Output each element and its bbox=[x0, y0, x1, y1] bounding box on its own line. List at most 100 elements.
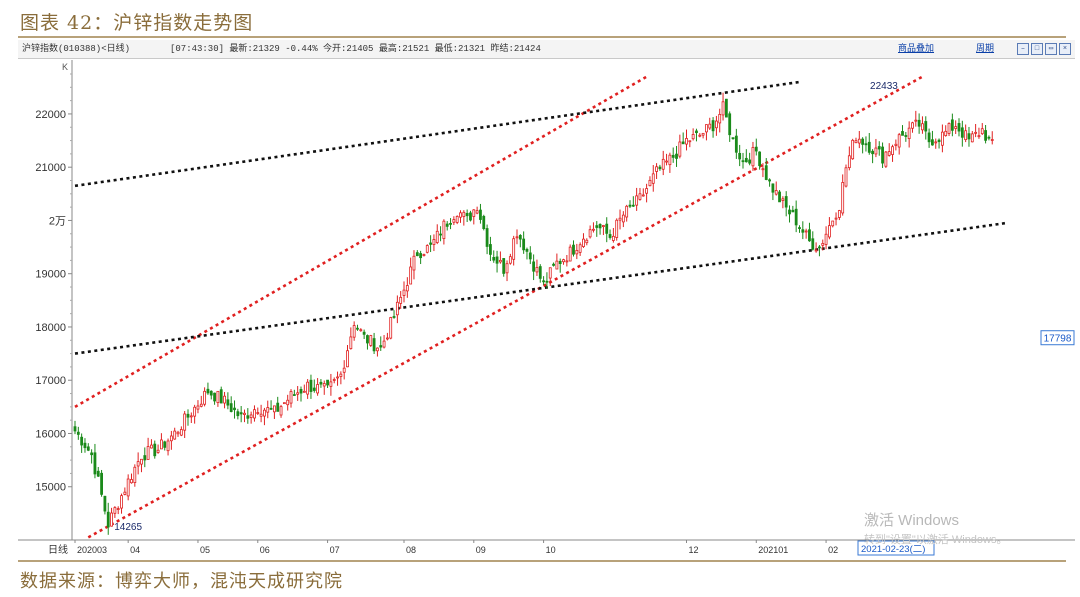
candle-body bbox=[482, 215, 486, 229]
y-tick-label: 18000 bbox=[35, 322, 66, 334]
candle-body bbox=[631, 204, 635, 207]
y-tick-label: 15000 bbox=[35, 482, 66, 494]
trend-line bbox=[74, 221, 1006, 355]
candle-body bbox=[907, 127, 911, 140]
candle-body bbox=[861, 138, 865, 145]
candle-body bbox=[572, 244, 575, 255]
candle-body bbox=[169, 435, 173, 442]
candle-body bbox=[346, 350, 349, 368]
candle-body bbox=[685, 138, 688, 145]
candle-body bbox=[744, 157, 748, 163]
candle-body bbox=[984, 130, 987, 141]
candle-body bbox=[382, 340, 386, 348]
candle-body bbox=[877, 146, 881, 150]
candle-body bbox=[495, 256, 499, 264]
candle-body bbox=[904, 135, 908, 137]
candles bbox=[73, 92, 994, 535]
candle-body bbox=[389, 317, 393, 339]
candle-body bbox=[914, 119, 918, 122]
candle-body bbox=[412, 255, 416, 271]
low-point-label: 14265 bbox=[114, 522, 142, 533]
close-icon[interactable]: × bbox=[1059, 43, 1071, 55]
candle-body bbox=[525, 248, 529, 252]
candle-body bbox=[505, 263, 509, 274]
candle-body bbox=[479, 209, 482, 220]
candle-body bbox=[163, 441, 167, 448]
candle-body bbox=[286, 399, 290, 406]
candle-body bbox=[532, 261, 536, 272]
period-button[interactable]: 周期 bbox=[976, 44, 995, 54]
candle-body bbox=[472, 209, 476, 217]
candle-body bbox=[166, 440, 170, 452]
candle-body bbox=[249, 414, 253, 419]
candle-body bbox=[967, 133, 971, 140]
candle-body bbox=[701, 132, 705, 136]
candle-body bbox=[485, 228, 489, 247]
candle-body bbox=[332, 379, 336, 381]
candle-body bbox=[924, 121, 928, 132]
candle-body bbox=[675, 153, 678, 159]
candle-body bbox=[296, 392, 300, 395]
quote-infobar: 沪锌指数(010388)<日线) [07:43:30] 最新:21329 -0.… bbox=[18, 40, 1075, 59]
candle-body bbox=[140, 458, 143, 465]
candle-body bbox=[738, 152, 742, 160]
candle-body bbox=[422, 254, 426, 256]
candle-body bbox=[658, 166, 662, 170]
candle-body bbox=[618, 217, 622, 221]
price-tag-box bbox=[1040, 330, 1075, 346]
x-tick-label: 10 bbox=[546, 545, 556, 555]
overlay-button[interactable]: 商品叠加 bbox=[898, 44, 935, 54]
candle-body bbox=[911, 122, 914, 129]
watermark-line2: 转到"设置"以激活 Windows。 bbox=[864, 532, 1008, 546]
candle-body bbox=[741, 160, 745, 163]
candle-body bbox=[385, 337, 389, 340]
candle-body bbox=[831, 220, 835, 227]
candle-body bbox=[243, 412, 246, 415]
candle-body bbox=[671, 154, 675, 158]
candle-body bbox=[901, 131, 904, 136]
candle-body bbox=[588, 229, 592, 238]
candle-body bbox=[538, 266, 542, 279]
candle-body bbox=[508, 256, 512, 264]
candle-body bbox=[894, 143, 898, 146]
candle-body bbox=[356, 327, 359, 330]
minimize-icon[interactable]: – bbox=[1017, 43, 1029, 55]
candle-body bbox=[449, 222, 452, 225]
candle-body bbox=[455, 216, 459, 223]
candle-body bbox=[598, 223, 602, 229]
candle-body bbox=[977, 135, 981, 138]
x-tick-label: 202003 bbox=[77, 545, 107, 555]
candle-body bbox=[160, 439, 163, 450]
candle-body bbox=[927, 132, 931, 143]
quote-readout: [07:43:30] 最新:21329 -0.44% 今开:21405 最高:2… bbox=[170, 44, 541, 54]
candle-body bbox=[874, 147, 878, 155]
candle-body bbox=[715, 120, 718, 129]
candlestick-chart[interactable]: 15000 16000 17000 18000 19000 2万 21000 22000 K 日线… bbox=[18, 58, 1075, 558]
chart-panel: 沪锌指数(010388)<日线) [07:43:30] 最新:21329 -0.… bbox=[18, 40, 1075, 558]
figure-title: 图表 42：沪锌指数走势图 bbox=[20, 12, 254, 34]
candle-body bbox=[638, 193, 642, 200]
candle-body bbox=[625, 205, 629, 218]
data-source: 数据来源：博弈大师，混沌天成研究院 bbox=[20, 571, 343, 592]
candle-body bbox=[253, 409, 256, 419]
candle-body bbox=[369, 335, 373, 346]
candle-body bbox=[535, 267, 539, 273]
trend-line bbox=[87, 75, 924, 539]
candle-body bbox=[409, 266, 413, 285]
candle-body bbox=[362, 331, 366, 335]
candle-body bbox=[558, 260, 562, 265]
candle-body bbox=[306, 381, 310, 395]
maximize-icon[interactable]: ▭ bbox=[1045, 43, 1057, 55]
candle-body bbox=[522, 238, 526, 251]
candle-body bbox=[359, 329, 363, 332]
restore-icon[interactable]: □ bbox=[1031, 43, 1043, 55]
trend-line bbox=[74, 80, 800, 188]
candle-body bbox=[575, 249, 579, 255]
candle-body bbox=[176, 431, 180, 435]
candle-body bbox=[469, 212, 472, 221]
candle-body bbox=[113, 507, 117, 514]
price-tag: 17798 bbox=[1044, 334, 1072, 345]
candle-body bbox=[635, 195, 639, 206]
candle-body bbox=[611, 235, 615, 241]
candle-body bbox=[349, 336, 353, 349]
